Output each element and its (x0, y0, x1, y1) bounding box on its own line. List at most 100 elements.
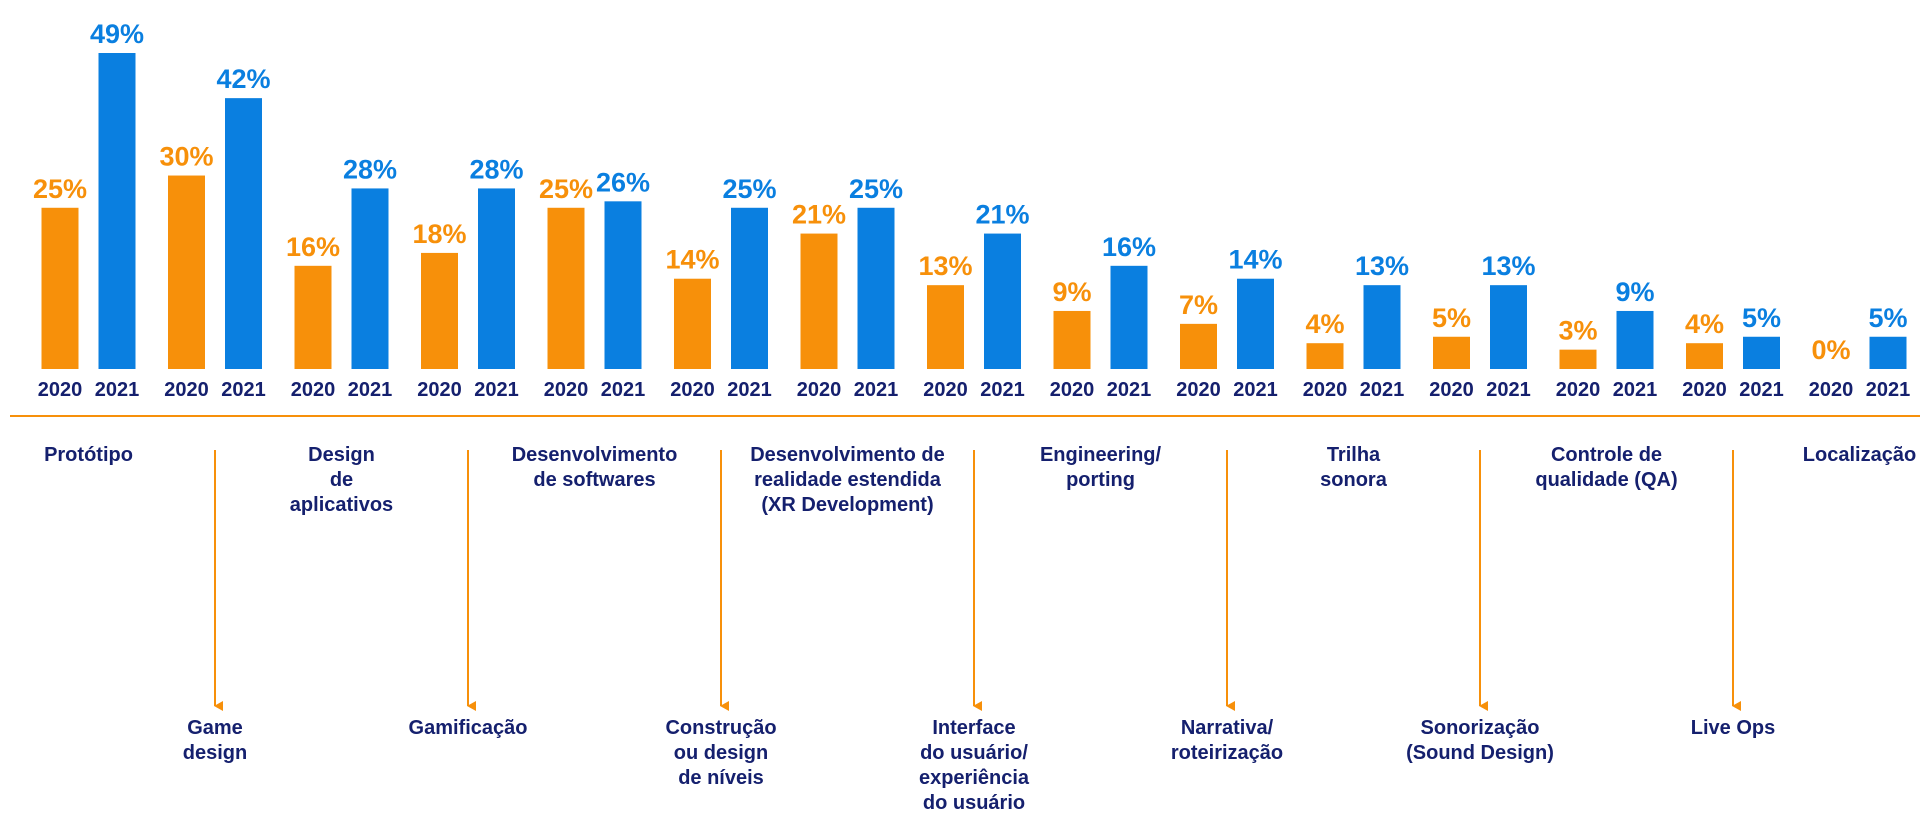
year-label: 2021 (1613, 379, 1658, 401)
year-label: 2020 (1303, 379, 1348, 401)
value-label: 25% (849, 174, 903, 204)
category-label: Controle de qualidade (QA) (1535, 444, 1678, 491)
bar (478, 188, 515, 369)
value-label: 9% (1052, 277, 1091, 307)
category-label: Narrativa/ roteirização (1170, 717, 1284, 764)
year-label: 2021 (1107, 379, 1152, 401)
bar (1110, 265, 1148, 369)
year-label: 2020 (291, 379, 336, 401)
value-label: 3% (1558, 316, 1597, 346)
bar (1869, 336, 1907, 369)
bar (604, 201, 642, 369)
bar (1559, 349, 1597, 369)
bar (1490, 285, 1527, 369)
year-label: 2020 (923, 379, 968, 401)
category-label: Interface do usuário/ experiência do usu… (918, 717, 1030, 814)
category-label: Design de aplicativos (289, 444, 394, 516)
bar (984, 233, 1021, 369)
value-label: 4% (1685, 309, 1724, 339)
year-label: 2021 (1486, 379, 1531, 401)
value-label: 25% (33, 174, 87, 204)
bar (547, 207, 585, 369)
value-label: 14% (1228, 245, 1282, 275)
year-label: 2021 (474, 379, 519, 401)
bar (225, 98, 262, 370)
category-label: Trilha sonora (1320, 444, 1387, 491)
bar (1686, 343, 1723, 369)
year-label: 2021 (854, 379, 899, 401)
category-label: Game design (182, 717, 248, 764)
value-label: 9% (1615, 277, 1654, 307)
year-label: 2020 (1556, 379, 1601, 401)
category-label: Localização (1802, 444, 1917, 466)
year-label: 2020 (1809, 379, 1854, 401)
category-label: Desenvolvimento de softwares (511, 444, 678, 491)
year-label: 2021 (221, 379, 266, 401)
bar (1363, 285, 1401, 369)
value-label: 49% (90, 19, 144, 49)
value-label: 13% (1355, 251, 1409, 281)
value-label: 16% (286, 232, 340, 262)
bar (731, 207, 768, 369)
year-label: 2020 (670, 379, 715, 401)
year-label: 2021 (1866, 379, 1911, 401)
bar (1180, 323, 1217, 369)
value-label: 5% (1868, 303, 1907, 333)
bar (1616, 310, 1654, 369)
bar (674, 278, 711, 369)
value-label: 28% (469, 154, 523, 184)
year-label: 2020 (1176, 379, 1221, 401)
category-label: Live Ops (1690, 717, 1776, 739)
bar (1743, 336, 1780, 369)
year-label: 2020 (544, 379, 589, 401)
year-label: 2020 (1682, 379, 1727, 401)
year-label: 2020 (417, 379, 462, 401)
category-label: Construção ou design de níveis (665, 717, 777, 789)
year-label: 2021 (348, 379, 393, 401)
value-label: 14% (665, 245, 719, 275)
year-label: 2021 (1233, 379, 1278, 401)
year-label: 2021 (727, 379, 772, 401)
value-label: 16% (1102, 232, 1156, 262)
year-label: 2021 (95, 379, 140, 401)
year-label: 2020 (164, 379, 209, 401)
value-label: 18% (412, 219, 466, 249)
value-label: 4% (1305, 309, 1344, 339)
value-label: 13% (918, 251, 972, 281)
year-label: 2021 (1739, 379, 1784, 401)
category-label: Protótipo (44, 444, 133, 466)
year-label: 2020 (1429, 379, 1474, 401)
bar (927, 285, 964, 369)
value-label: 0% (1811, 335, 1850, 365)
category-label: Gamificação (408, 717, 528, 739)
value-label: 5% (1432, 303, 1471, 333)
bar (421, 252, 458, 369)
year-label: 2020 (1050, 379, 1095, 401)
bar (1053, 310, 1091, 369)
year-label: 2020 (38, 379, 83, 401)
year-label: 2021 (601, 379, 646, 401)
value-label: 5% (1742, 303, 1781, 333)
bar (98, 53, 136, 369)
value-label: 13% (1481, 251, 1535, 281)
value-label: 25% (722, 174, 776, 204)
category-label: Sonorização (Sound Design) (1406, 717, 1554, 764)
bar (351, 188, 389, 369)
year-label: 2021 (1360, 379, 1405, 401)
value-label: 42% (216, 64, 270, 94)
bar (1433, 336, 1470, 369)
bar (41, 207, 79, 369)
year-label: 2020 (797, 379, 842, 401)
value-label: 28% (343, 154, 397, 184)
value-label: 25% (539, 174, 593, 204)
value-label: 21% (975, 200, 1029, 230)
value-label: 30% (159, 142, 213, 172)
bar (857, 207, 895, 369)
year-label: 2021 (980, 379, 1025, 401)
value-label: 21% (792, 200, 846, 230)
category-label: Engineering/ porting (1039, 444, 1162, 491)
value-label: 26% (596, 167, 650, 197)
category-label: Desenvolvimento de realidade estendida (… (750, 444, 945, 516)
bar (294, 265, 332, 369)
